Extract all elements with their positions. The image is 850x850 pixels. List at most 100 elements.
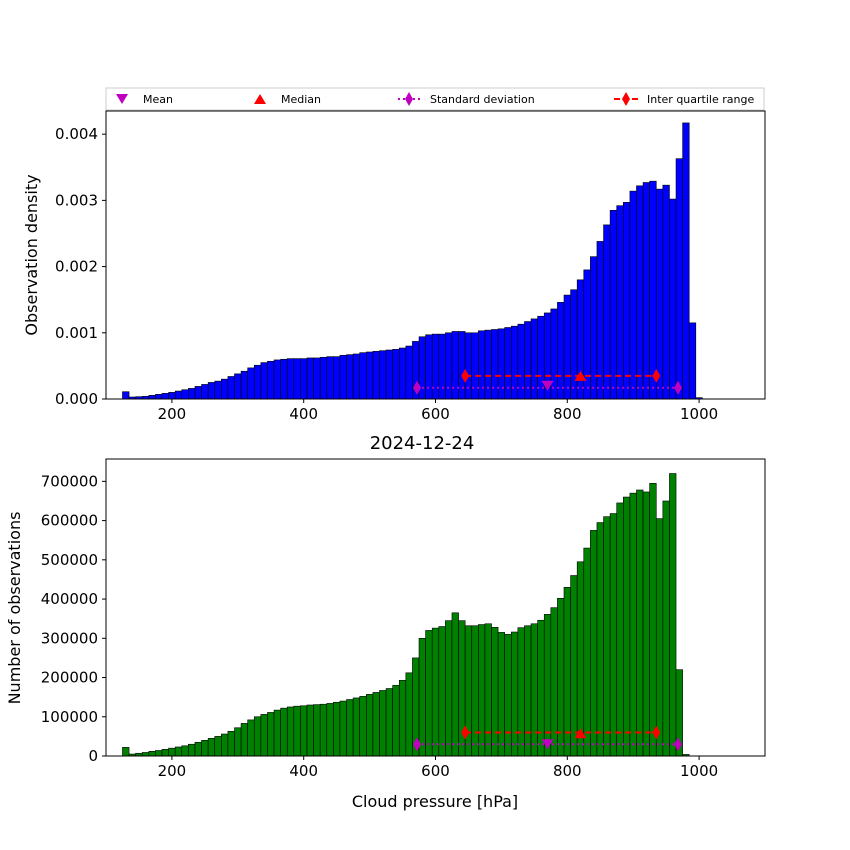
x-tick-label: 200 <box>158 405 187 423</box>
histogram-bar <box>405 672 413 757</box>
histogram-bar <box>221 378 229 400</box>
histogram-bar <box>392 685 400 757</box>
histogram-bar <box>550 308 558 400</box>
histogram-bar <box>616 205 624 400</box>
histogram-bar <box>339 355 347 400</box>
histogram-bar <box>319 356 328 400</box>
histogram-bar <box>636 185 644 400</box>
x-tick-label: 1000 <box>680 405 718 423</box>
histogram-bar <box>273 709 281 757</box>
count-y-ticks: 0 100000 200000 300000 400000 500000 600000 700… <box>41 472 106 765</box>
histogram-bar <box>174 390 183 400</box>
histogram-bar <box>603 516 611 757</box>
histogram-bar <box>313 357 321 400</box>
histogram-bar <box>636 489 644 757</box>
legend-median-marker <box>254 94 266 104</box>
histogram-bar <box>655 518 664 757</box>
histogram-bar <box>563 294 571 400</box>
histogram-bar <box>616 502 624 757</box>
histogram-bar <box>682 122 690 400</box>
histogram-bar <box>425 334 433 400</box>
histogram-bar <box>543 614 552 757</box>
histogram-bar <box>379 690 387 757</box>
histogram-bar <box>675 158 683 400</box>
histogram-bar <box>425 630 433 757</box>
histogram-bar <box>168 747 176 757</box>
histogram-bar <box>379 350 387 400</box>
histogram-bar <box>306 704 314 757</box>
x-tick-label: 400 <box>289 762 318 780</box>
legend-iqr-marker <box>622 92 630 106</box>
y-tick-label: 0.003 <box>55 191 98 209</box>
histogram-bar <box>471 332 479 400</box>
iqr-marker <box>652 368 661 383</box>
density-y-ticks: 0.000 0.001 0.002 0.003 0.004 <box>55 125 106 408</box>
histogram-bar <box>201 384 209 400</box>
histogram-bar <box>398 679 407 757</box>
histogram-bar <box>655 188 664 400</box>
histogram-bar <box>609 513 618 757</box>
histogram-bar <box>227 730 235 757</box>
histogram-bar <box>451 331 459 400</box>
histogram-bar <box>247 367 255 400</box>
histogram-bar <box>148 395 156 400</box>
legend-std-marker <box>405 92 413 106</box>
histogram-bar <box>260 714 268 757</box>
histogram-bar <box>563 586 571 757</box>
histogram-bar <box>247 719 255 757</box>
histogram-bar <box>576 561 585 757</box>
count-histogram-panel: 2024-12-24 200 400 600 800 1000 0 100000 20000… <box>5 433 766 811</box>
histogram-bar <box>174 746 183 757</box>
histogram-bar <box>339 700 347 757</box>
histogram-bar <box>537 315 545 400</box>
histogram-bar <box>517 627 525 757</box>
density-stats-overlay <box>413 368 683 395</box>
std-marker <box>413 380 422 395</box>
y-tick-label: 0.004 <box>55 125 98 143</box>
y-tick-label: 0.000 <box>55 390 98 408</box>
histogram-bar <box>510 631 519 757</box>
histogram-bar <box>458 331 466 400</box>
histogram-bar <box>207 738 216 757</box>
histogram-bar <box>221 733 229 757</box>
count-chart-title: 2024-12-24 <box>370 433 475 454</box>
std-marker <box>674 737 683 752</box>
histogram-bar <box>471 625 479 757</box>
y-tick-label: 400000 <box>41 590 98 608</box>
histogram-bar <box>590 530 598 757</box>
y-tick-label: 300000 <box>41 629 98 647</box>
histogram-bar <box>491 627 499 757</box>
histogram-bar <box>273 359 281 400</box>
histogram-bar <box>590 256 598 400</box>
x-tick-label: 800 <box>553 762 582 780</box>
histogram-bar <box>293 358 301 400</box>
histogram-bar <box>557 302 565 400</box>
histogram-bar <box>603 224 611 400</box>
median-marker <box>574 370 587 381</box>
legend-std-label: Standard deviation <box>430 93 535 106</box>
histogram-bar <box>629 190 637 400</box>
histogram-bar <box>464 332 473 400</box>
y-tick-label: 0.002 <box>55 258 98 276</box>
y-tick-label: 600000 <box>41 512 98 530</box>
histogram-bar <box>352 353 361 400</box>
histogram-bar <box>267 712 275 757</box>
histogram-bar <box>524 625 532 757</box>
histogram-bar <box>629 492 637 757</box>
histogram-bar <box>669 198 677 400</box>
histogram-bar <box>326 703 334 757</box>
histogram-bar <box>122 747 130 757</box>
histogram-bar <box>293 705 301 757</box>
histogram-bar <box>253 364 262 400</box>
histogram-bar <box>570 289 578 400</box>
std-marker <box>413 737 422 752</box>
histogram-bar <box>392 349 400 400</box>
histogram-bar <box>122 391 130 400</box>
legend-frame <box>105 87 765 111</box>
histogram-bar <box>478 330 486 400</box>
histogram-bar <box>372 692 380 757</box>
histogram-bar <box>649 180 657 400</box>
histogram-bar <box>181 745 189 757</box>
legend-mean-marker <box>116 94 128 104</box>
histogram-bar <box>662 500 670 757</box>
